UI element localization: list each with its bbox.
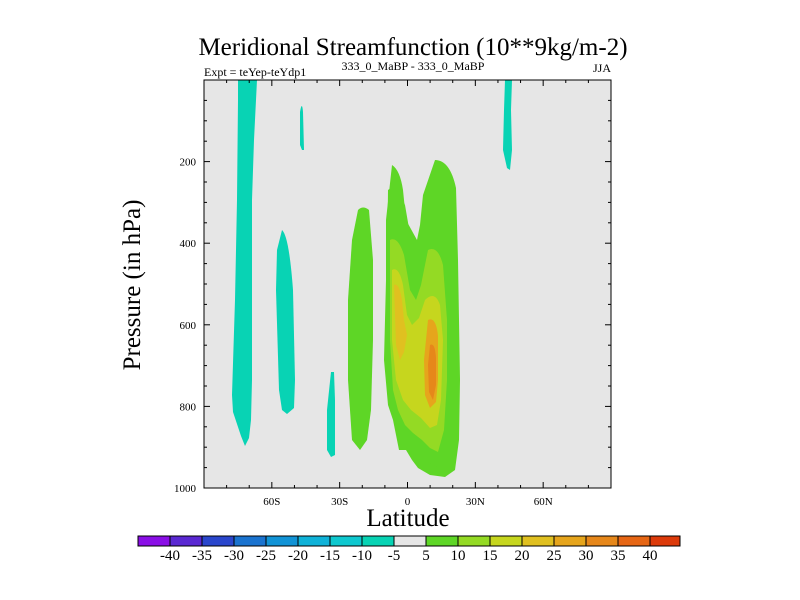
case-label: 333_0_MaBP - 333_0_MaBP	[342, 59, 485, 73]
colorbar-box	[201, 535, 235, 547]
y-axis-title: Pressure (in hPa)	[119, 200, 146, 371]
y-tick-label: 400	[180, 238, 197, 250]
colorbar: -40 -35 -30 -25 -20 -15 -10 -5 5 10 15 2…	[137, 535, 681, 564]
colorbar-label: -20	[288, 548, 308, 564]
colorbar-box	[457, 535, 491, 547]
x-tick-label: 60S	[263, 496, 280, 508]
pos-cell-outer-a	[348, 207, 373, 450]
y-tick-label: 600	[180, 320, 197, 332]
colorbar-label: -40	[160, 548, 180, 564]
colorbar-label: 40	[643, 548, 658, 564]
colorbar-label: -30	[224, 548, 244, 564]
experiment-label: Expt = teYep-teYdp1	[204, 65, 306, 79]
colorbar-box	[489, 535, 523, 547]
colorbar-box	[297, 535, 331, 547]
colorbar-label: -35	[192, 548, 212, 564]
colorbar-box	[361, 535, 395, 547]
y-tick-labels: 200 400 600 800 1000	[174, 157, 197, 495]
colorbar-box	[553, 535, 587, 547]
colorbar-box	[393, 535, 427, 547]
colorbar-label: 25	[547, 548, 562, 564]
colorbar-label: 30	[579, 548, 594, 564]
colorbar-box	[169, 535, 203, 547]
x-tick-label: 30S	[331, 496, 348, 508]
colorbar-box	[425, 535, 459, 547]
colorbar-label: 15	[483, 548, 498, 564]
x-tick-label: 30N	[466, 496, 485, 508]
colorbar-label: -5	[388, 548, 401, 564]
pos-cell-level-30	[428, 344, 436, 400]
neg-cell-upper-thin	[300, 106, 304, 150]
colorbar-box	[585, 535, 619, 547]
x-tick-label: 60N	[534, 496, 553, 508]
y-tick-label: 1000	[174, 483, 197, 495]
colorbar-box	[233, 535, 267, 547]
colorbar-label: 35	[611, 548, 626, 564]
colorbar-label: -15	[320, 548, 340, 564]
x-tick-label: 0	[405, 496, 411, 508]
neg-cell-45n	[503, 80, 512, 170]
colorbar-box	[329, 535, 363, 547]
contour-fill-layer	[232, 80, 512, 477]
colorbar-box	[521, 535, 555, 547]
colorbar-label: -25	[256, 548, 276, 564]
chart-title: Meridional Streamfunction (10**9kg/m-2)	[198, 34, 627, 61]
x-tick-labels: 60S 30S 0 30N 60N	[263, 496, 552, 508]
colorbar-label: 5	[422, 548, 430, 564]
colorbar-label: 10	[451, 548, 466, 564]
colorbar-box	[617, 535, 651, 547]
season-label: JJA	[593, 61, 611, 75]
neg-cell-south-polar	[232, 80, 257, 446]
neg-cell-30s	[327, 372, 335, 457]
y-tick-label: 200	[180, 157, 197, 169]
colorbar-box	[265, 535, 299, 547]
colorbar-box	[137, 535, 171, 547]
neg-cell-60s	[276, 230, 295, 414]
pos-cell-level-25	[394, 284, 407, 360]
colorbar-label: -10	[352, 548, 372, 564]
x-axis-title: Latitude	[366, 505, 449, 532]
y-tick-label: 800	[180, 401, 197, 413]
colorbar-label: 20	[515, 548, 530, 564]
colorbar-box	[649, 535, 681, 547]
axis-ticks	[203, 79, 612, 489]
